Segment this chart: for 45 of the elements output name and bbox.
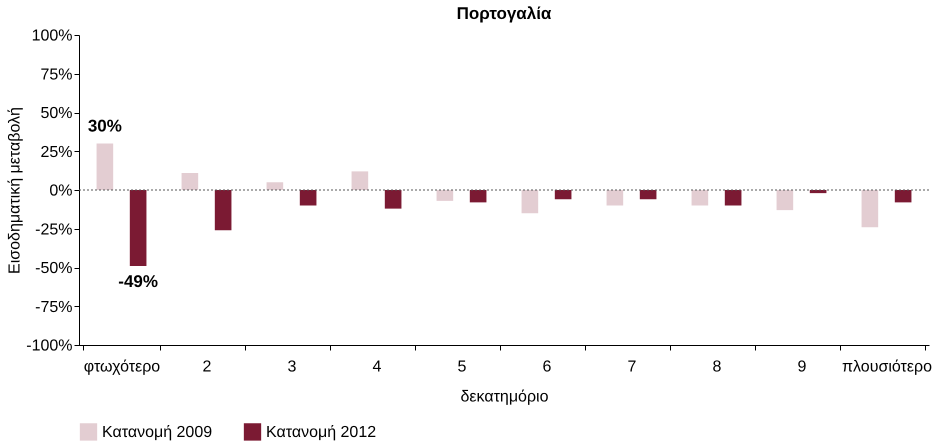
legend-label: Κατανομή 2009 [102, 424, 212, 441]
bar [384, 190, 402, 209]
bar [96, 144, 114, 190]
x-tick-label: 2 [202, 358, 212, 376]
chart-title: Πορτογαλία [456, 4, 552, 23]
data-label: -49% [118, 272, 158, 291]
bar [606, 190, 624, 206]
bar [554, 190, 572, 200]
bar [352, 171, 368, 190]
bar [692, 190, 708, 206]
bar [266, 182, 284, 190]
x-tick-label: πλουσιότερο [842, 358, 932, 376]
x-tick-label: 9 [798, 358, 807, 376]
bar [776, 190, 794, 210]
bar [470, 190, 486, 202]
bar [300, 190, 316, 206]
x-tick-label: 4 [372, 358, 382, 376]
y-tick-label: -75% [35, 298, 72, 316]
bar [894, 190, 912, 202]
y-tick-label: -100% [26, 338, 72, 354]
data-label: 30% [88, 116, 122, 136]
bar [130, 190, 146, 266]
x-tick-label: 7 [628, 358, 637, 376]
y-tick-label: 0% [49, 182, 72, 200]
bar [862, 190, 878, 228]
x-axis-title: δεκατημόριο [460, 388, 549, 406]
x-tick-label: 5 [458, 358, 467, 376]
bar [182, 172, 198, 190]
bar [724, 190, 742, 206]
y-tick-label: 75% [40, 66, 72, 84]
y-tick-label: 50% [40, 105, 72, 122]
x-tick-label: 3 [288, 358, 297, 376]
bar [436, 190, 454, 201]
legend-label: Κατανομή 2012 [266, 424, 376, 441]
x-tick-label: 6 [542, 358, 552, 376]
x-tick-label: 8 [712, 358, 722, 376]
y-axis-title: Εισοδηματική μεταβολή [6, 107, 24, 274]
bar [640, 190, 656, 200]
bar [214, 190, 232, 230]
x-tick-label: φτωχότερο [84, 358, 160, 376]
y-tick-label: -25% [35, 221, 72, 238]
y-tick-label: 100% [32, 28, 72, 44]
bar [522, 190, 538, 214]
y-tick-label: 25% [40, 144, 72, 161]
y-tick-label: -50% [35, 260, 72, 277]
